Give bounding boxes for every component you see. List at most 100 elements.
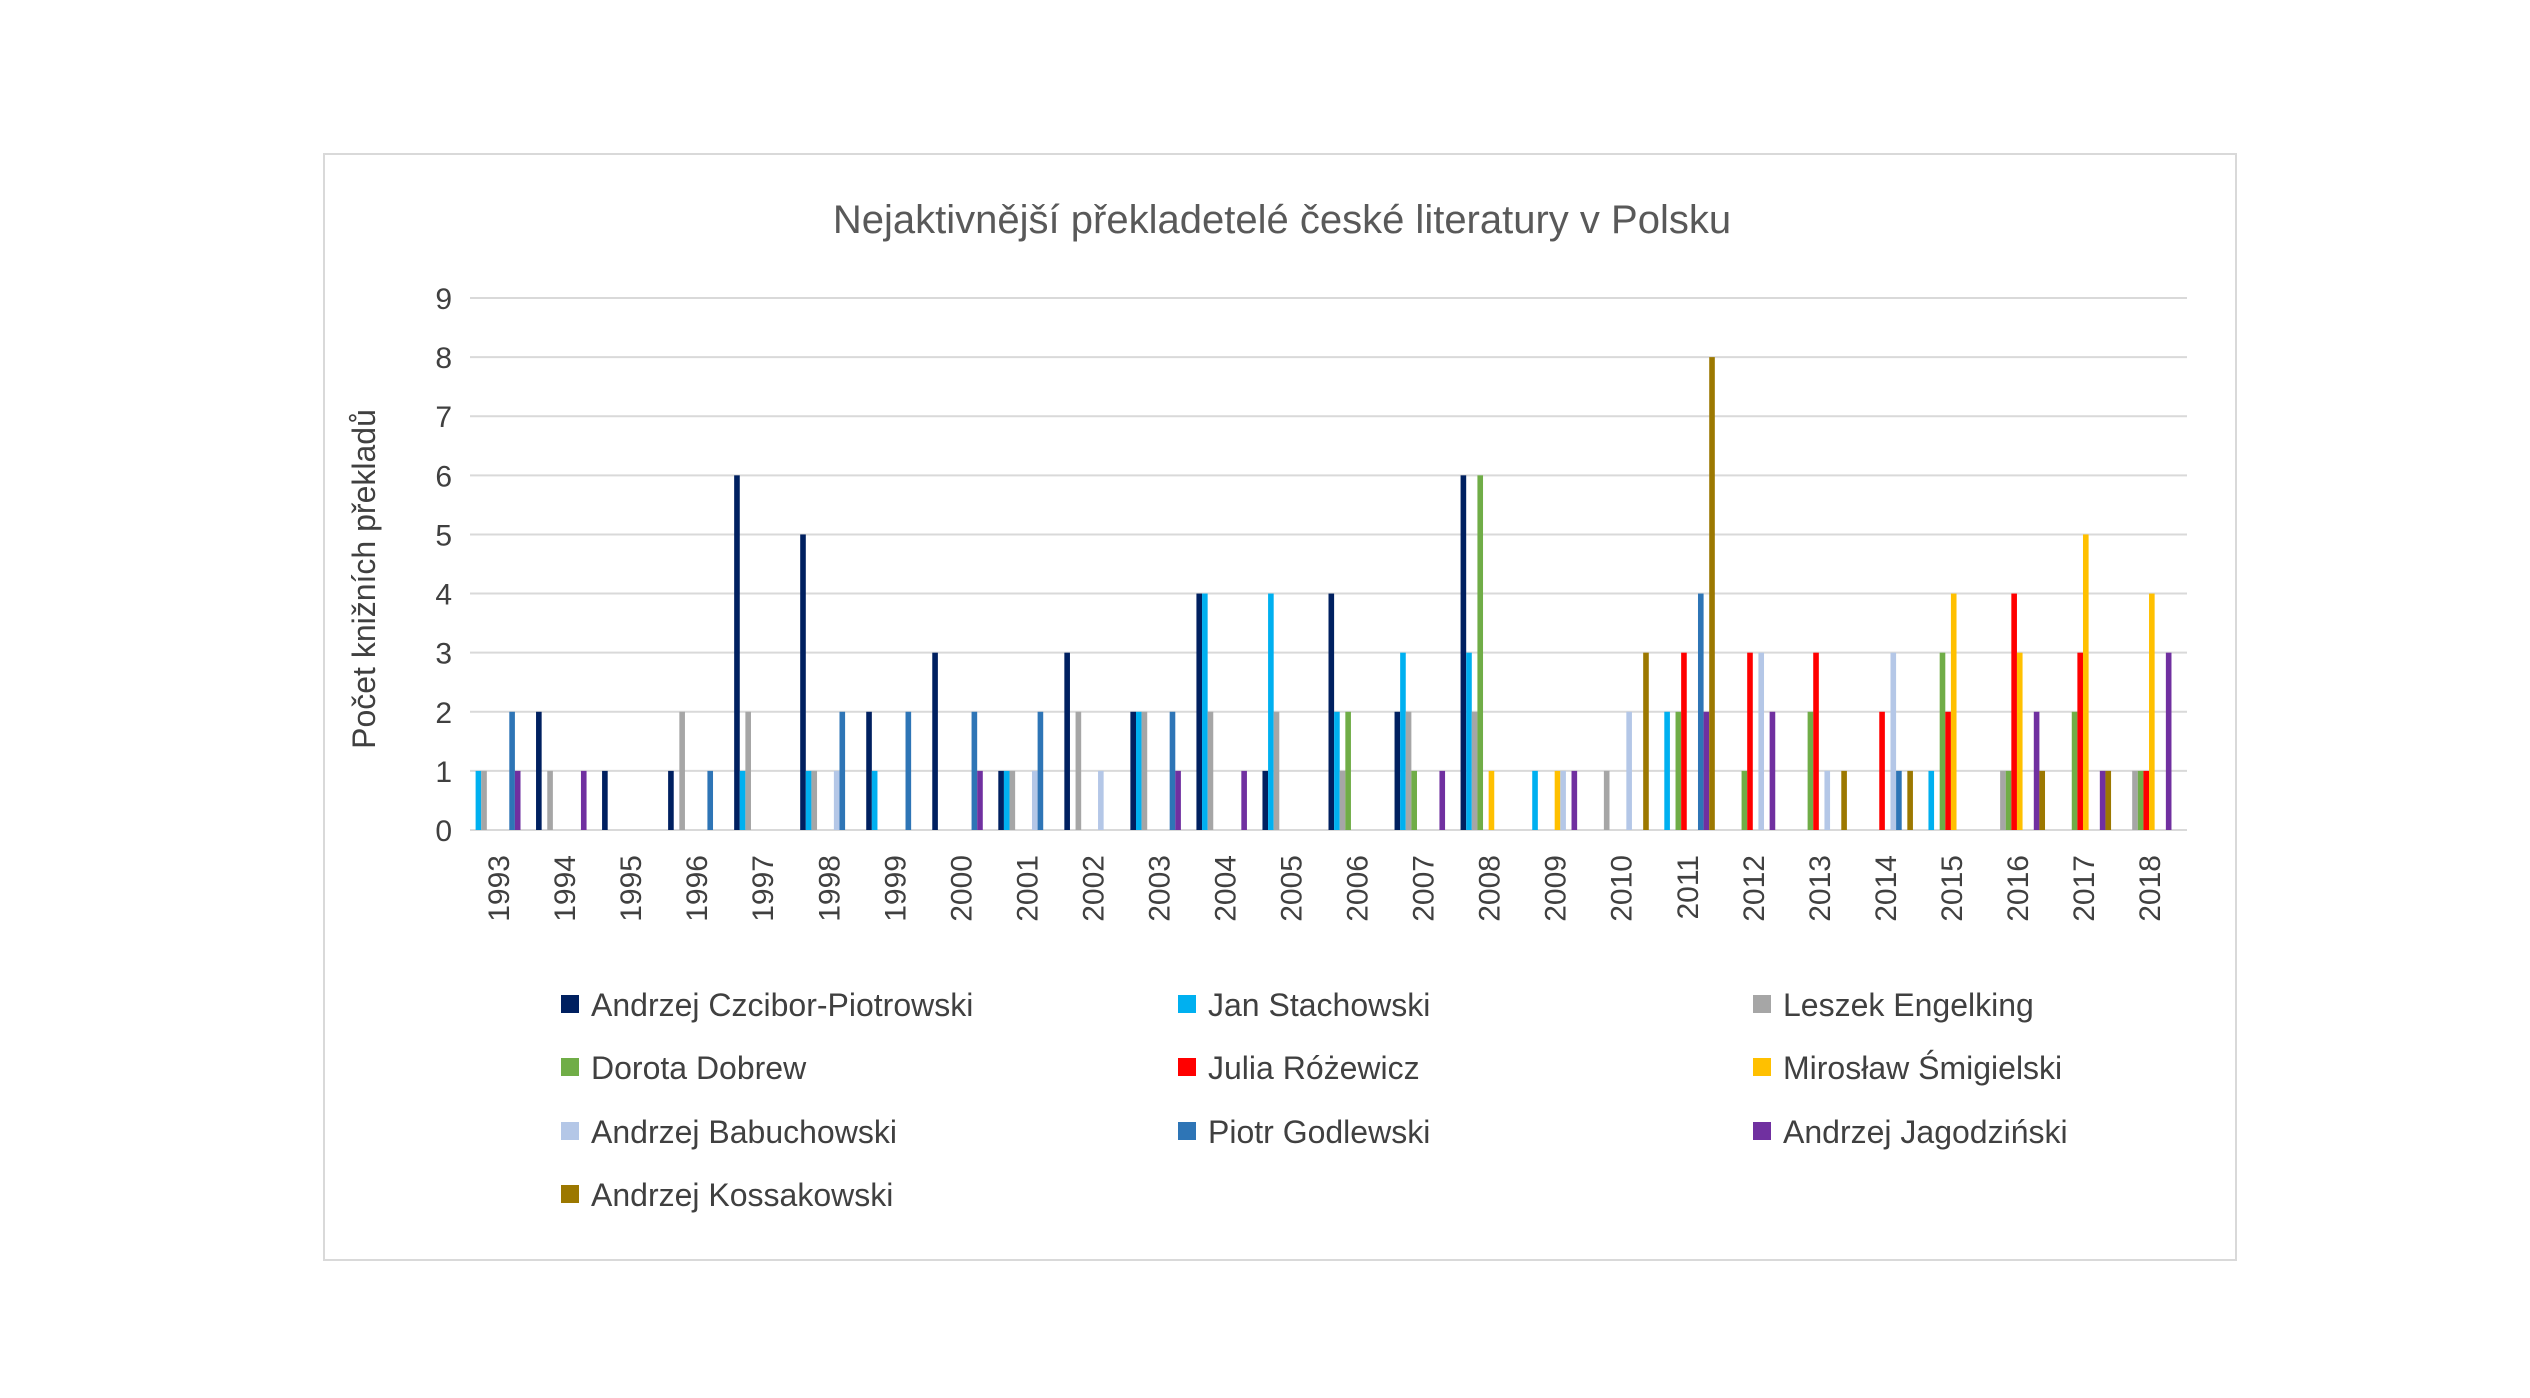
bar [1196, 593, 1203, 830]
bar [1411, 770, 1417, 830]
legend-label: Jan Stachowski [1208, 987, 1430, 1023]
bar [1907, 770, 1913, 830]
bar [800, 534, 806, 830]
bar [1664, 711, 1670, 830]
bar [1896, 770, 1902, 830]
x-ticks: 1993 1994 1995 1996 1997 1998 1999 2000 2001 2002… [483, 855, 2167, 922]
bar [1703, 711, 1710, 830]
x-tick-label: 2011 [1672, 855, 1705, 920]
bar [1064, 652, 1070, 830]
bar [745, 711, 751, 830]
bar [1169, 711, 1176, 830]
bar [1571, 770, 1578, 830]
bar [668, 770, 674, 830]
chart-frame: Nejaktivnější překladetelé české literat… [323, 153, 2237, 1261]
legend-swatch [1178, 1122, 1196, 1140]
x-tick-label: 2001 [1011, 855, 1044, 922]
legend-label: Leszek Engelking [1783, 987, 2034, 1023]
bar [475, 770, 482, 830]
bar [2082, 534, 2089, 830]
bar [2011, 593, 2017, 830]
legend-swatch [1753, 1058, 1771, 1076]
bar [514, 770, 521, 830]
bar [1135, 711, 1142, 830]
legend-label: Andrzej Kossakowski [591, 1177, 893, 1213]
bar [1075, 711, 1082, 830]
bar [1675, 711, 1682, 830]
x-tick-label: 1996 [681, 855, 714, 922]
y-tick-label: 4 [435, 579, 452, 612]
bar [1328, 593, 1335, 830]
x-tick-label: 2010 [1606, 855, 1639, 922]
legend-label: Dorota Dobrew [591, 1050, 807, 1086]
bar [1681, 652, 1687, 830]
x-tick-label: 1997 [747, 855, 780, 922]
bar [1945, 711, 1951, 830]
x-tick-label: 2013 [1804, 855, 1837, 922]
bar [1477, 475, 1484, 830]
legend-label: Andrzej Babuchowski [591, 1114, 897, 1150]
bar [998, 770, 1004, 830]
bar [2071, 711, 2078, 830]
bar [1268, 593, 1274, 830]
legend-swatch [561, 1058, 579, 1076]
bar [1031, 770, 1038, 830]
bar [481, 770, 487, 830]
bar [1709, 357, 1715, 830]
chart-svg: Nejaktivnější překladetelé české literat… [346, 198, 2187, 1213]
bar [1554, 770, 1561, 830]
bar [1098, 770, 1104, 830]
bar [734, 475, 740, 830]
bar [1747, 652, 1753, 830]
y-tick-label: 0 [435, 815, 452, 848]
bar [1345, 711, 1351, 830]
y-tick-label: 1 [435, 756, 452, 789]
bar [1400, 652, 1406, 830]
bar [2077, 652, 2083, 830]
legend-swatch [1178, 995, 1196, 1013]
bar [2165, 652, 2172, 830]
bar [2000, 770, 2006, 830]
bar [1626, 711, 1632, 830]
bar [905, 711, 912, 830]
legend-label: Julia Różewicz [1208, 1050, 1420, 1086]
bar [509, 711, 515, 830]
y-axis-label: Počet knižních překladů [346, 409, 382, 749]
bar [1643, 652, 1649, 830]
bar [1488, 770, 1495, 830]
legend: Andrzej Czcibor-Piotrowski Jan Stachowski… [561, 987, 2068, 1213]
legend-swatch [561, 1185, 579, 1203]
y-tick-label: 8 [435, 342, 452, 375]
bar [580, 770, 587, 830]
legend-label: Andrzej Czcibor-Piotrowski [591, 987, 973, 1023]
x-tick-label: 1995 [615, 855, 648, 922]
x-tick-label: 2000 [945, 855, 978, 922]
legend-swatch [1753, 1122, 1771, 1140]
y-tick-label: 5 [435, 519, 452, 552]
bar [1273, 711, 1280, 830]
y-tick-label: 9 [435, 283, 452, 316]
x-tick-label: 2003 [1143, 855, 1176, 922]
bar [932, 652, 938, 830]
bar [977, 770, 983, 830]
bar [1807, 711, 1814, 830]
bar [707, 770, 714, 830]
bar [1175, 770, 1181, 830]
x-tick-label: 2009 [1540, 855, 1573, 922]
x-tick-label: 2004 [1209, 855, 1242, 922]
bar [839, 711, 846, 830]
bar [1202, 593, 1208, 830]
bar [1890, 652, 1897, 830]
legend-label: Mirosław Śmigielski [1783, 1050, 2062, 1086]
bar [1758, 652, 1765, 830]
bar [1532, 770, 1538, 830]
bar [547, 770, 553, 830]
x-tick-label: 1999 [879, 855, 912, 922]
y-tick-label: 3 [435, 638, 452, 671]
bar [1130, 711, 1136, 830]
x-tick-label: 2007 [1408, 855, 1441, 922]
bars [475, 357, 2172, 830]
y-ticks: 0 1 2 3 4 5 6 7 8 9 [435, 283, 452, 848]
bar [2033, 711, 2040, 830]
x-tick-label: 2012 [1738, 855, 1771, 922]
